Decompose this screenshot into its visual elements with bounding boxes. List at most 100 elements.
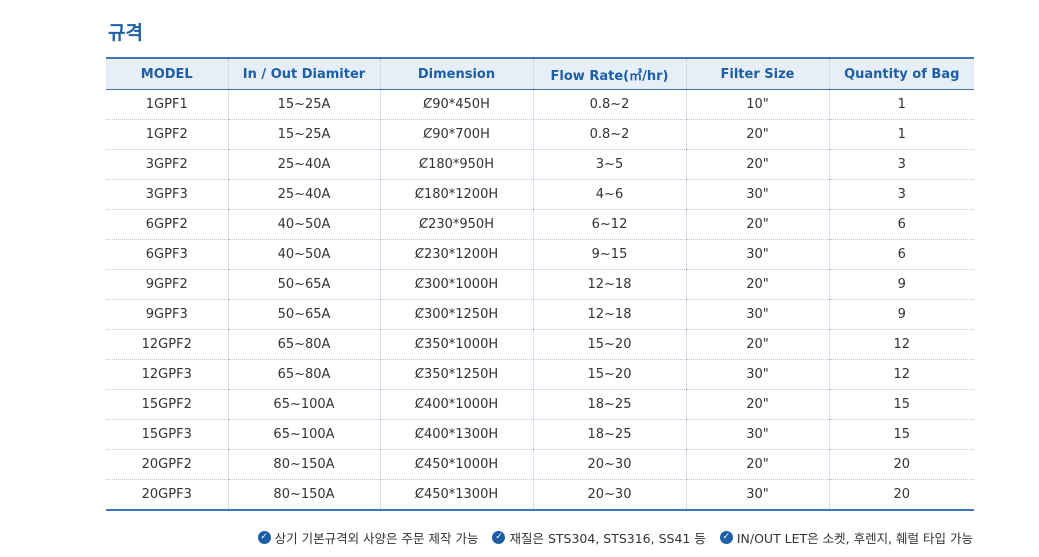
table-row: 15GPF3 65~100A Ȼ400*1300H 18~25 30" 15 <box>106 419 974 450</box>
cell-filter-size: 10" <box>685 89 829 120</box>
cell-dimension: Ȼ400*1000H <box>379 389 533 420</box>
note-item: ✓ 재질은 STS304, STS316, SS41 등 <box>492 528 706 547</box>
header-flow-rate: Flow Rate(㎥/hr) <box>532 58 686 90</box>
header-dimension: Dimension <box>379 58 533 90</box>
cell-model: 1GPF2 <box>106 119 228 150</box>
cell-quantity: 6 <box>828 209 974 240</box>
cell-model: 1GPF1 <box>106 89 228 120</box>
cell-diameter: 65~80A <box>227 329 380 360</box>
check-circle-icon: ✓ <box>257 531 271 544</box>
cell-quantity: 1 <box>828 119 974 150</box>
cell-model: 9GPF2 <box>106 269 228 300</box>
cell-dimension: Ȼ400*1300H <box>379 419 533 450</box>
cell-dimension: Ȼ450*1300H <box>379 479 533 511</box>
cell-flow-rate: 18~25 <box>532 419 686 450</box>
cell-flow-rate: 18~25 <box>532 389 686 420</box>
cell-model: 20GPF3 <box>106 479 228 511</box>
table-row: 12GPF2 65~80A Ȼ350*1000H 15~20 20" 12 <box>106 329 974 360</box>
table-row: 1GPF1 15~25A Ȼ90*450H 0.8~2 10" 1 <box>106 89 974 120</box>
cell-model: 3GPF2 <box>106 149 228 180</box>
cell-dimension: Ȼ350*1000H <box>379 329 533 360</box>
table-row: 9GPF3 50~65A Ȼ300*1250H 12~18 30" 9 <box>106 299 974 330</box>
cell-quantity: 9 <box>828 299 974 330</box>
cell-dimension: Ȼ90*450H <box>379 89 533 120</box>
note-item: ✓ IN/OUT LET은 소켓, 후렌지, 훼럴 타입 가능 <box>719 528 973 547</box>
cell-quantity: 20 <box>828 479 974 511</box>
cell-model: 6GPF3 <box>106 239 228 270</box>
cell-flow-rate: 15~20 <box>532 329 686 360</box>
header-model: MODEL <box>140 66 193 82</box>
cell-quantity: 3 <box>828 149 974 180</box>
table-row: 9GPF2 50~65A Ȼ300*1000H 12~18 20" 9 <box>106 269 974 300</box>
cell-filter-size: 20" <box>685 269 829 300</box>
cell-model: 15GPF2 <box>106 389 228 420</box>
cell-filter-size: 30" <box>685 299 829 330</box>
cell-quantity: 20 <box>828 449 974 480</box>
cell-dimension: Ȼ180*950H <box>379 149 533 180</box>
cell-filter-size: 20" <box>685 449 829 480</box>
cell-filter-size: 20" <box>685 329 829 360</box>
cell-diameter: 65~80A <box>227 359 380 390</box>
cell-model: 20GPF2 <box>106 449 228 480</box>
cell-diameter: 80~150A <box>227 479 380 511</box>
cell-model: 6GPF2 <box>106 209 228 240</box>
cell-diameter: 40~50A <box>227 209 380 240</box>
note-text: 재질은 STS304, STS316, SS41 등 <box>509 531 706 546</box>
cell-flow-rate: 9~15 <box>532 239 686 270</box>
cell-flow-rate: 15~20 <box>532 359 686 390</box>
cell-diameter: 50~65A <box>227 299 380 330</box>
cell-quantity: 3 <box>828 179 974 210</box>
cell-flow-rate: 4~6 <box>532 179 686 210</box>
cell-diameter: 80~150A <box>227 449 380 480</box>
table-row: 12GPF3 65~80A Ȼ350*1250H 15~20 30" 12 <box>106 359 974 390</box>
cell-model: 9GPF3 <box>106 299 228 330</box>
cell-dimension: Ȼ230*1200H <box>379 239 533 270</box>
header-filter-size: Filter Size <box>685 58 829 90</box>
table-row: 1GPF2 15~25A Ȼ90*700H 0.8~2 20" 1 <box>106 119 974 150</box>
cell-diameter: 40~50A <box>227 239 380 270</box>
cell-filter-size: 20" <box>685 149 829 180</box>
cell-quantity: 15 <box>828 419 974 450</box>
cell-flow-rate: 0.8~2 <box>532 119 686 150</box>
cell-dimension: Ȼ300*1000H <box>379 269 533 300</box>
cell-flow-rate: 0.8~2 <box>532 89 686 120</box>
cell-flow-rate: 20~30 <box>532 449 686 480</box>
table-row: 15GPF2 65~100A Ȼ400*1000H 18~25 20" 15 <box>106 389 974 420</box>
cell-filter-size: 20" <box>685 209 829 240</box>
cell-dimension: Ȼ450*1000H <box>379 449 533 480</box>
cell-flow-rate: 3~5 <box>532 149 686 180</box>
cell-filter-size: 30" <box>685 479 829 511</box>
cell-diameter: 25~40A <box>227 149 380 180</box>
section-title: 규격 <box>108 22 143 44</box>
cell-diameter: 25~40A <box>227 179 380 210</box>
table-row: 20GPF2 80~150A Ȼ450*1000H 20~30 20" 20 <box>106 449 974 480</box>
cell-model: 3GPF3 <box>106 179 228 210</box>
cell-filter-size: 30" <box>685 179 829 210</box>
cell-dimension: Ȼ90*700H <box>379 119 533 150</box>
notes: ✓ 상기 기본규격외 사양은 주문 제작 가능 ✓ 재질은 STS304, ST… <box>257 528 973 547</box>
cell-model: 15GPF3 <box>106 419 228 450</box>
cell-diameter: 65~100A <box>227 389 380 420</box>
check-circle-icon: ✓ <box>492 531 506 544</box>
cell-dimension: Ȼ180*1200H <box>379 179 533 210</box>
cell-flow-rate: 12~18 <box>532 299 686 330</box>
cell-filter-size: 20" <box>685 389 829 420</box>
cell-flow-rate: 12~18 <box>532 269 686 300</box>
cell-flow-rate: 6~12 <box>532 209 686 240</box>
header-diameter: In / Out Diamiter <box>227 58 380 90</box>
note-text: 상기 기본규격외 사양은 주문 제작 가능 <box>274 531 479 546</box>
header-quantity: Quantity of Bag <box>828 58 974 90</box>
cell-quantity: 12 <box>828 359 974 390</box>
table-row: 20GPF3 80~150A Ȼ450*1300H 20~30 30" 20 <box>106 479 974 511</box>
cell-dimension: Ȼ230*950H <box>379 209 533 240</box>
cell-quantity: 6 <box>828 239 974 270</box>
table-row: 6GPF3 40~50A Ȼ230*1200H 9~15 30" 6 <box>106 239 974 270</box>
cell-filter-size: 30" <box>685 419 829 450</box>
cell-flow-rate: 20~30 <box>532 479 686 511</box>
cell-filter-size: 20" <box>685 119 829 150</box>
table-row: 3GPF2 25~40A Ȼ180*950H 3~5 20" 3 <box>106 149 974 180</box>
cell-quantity: 12 <box>828 329 974 360</box>
cell-quantity: 1 <box>828 89 974 120</box>
cell-model: 12GPF2 <box>106 329 228 360</box>
cell-quantity: 9 <box>828 269 974 300</box>
